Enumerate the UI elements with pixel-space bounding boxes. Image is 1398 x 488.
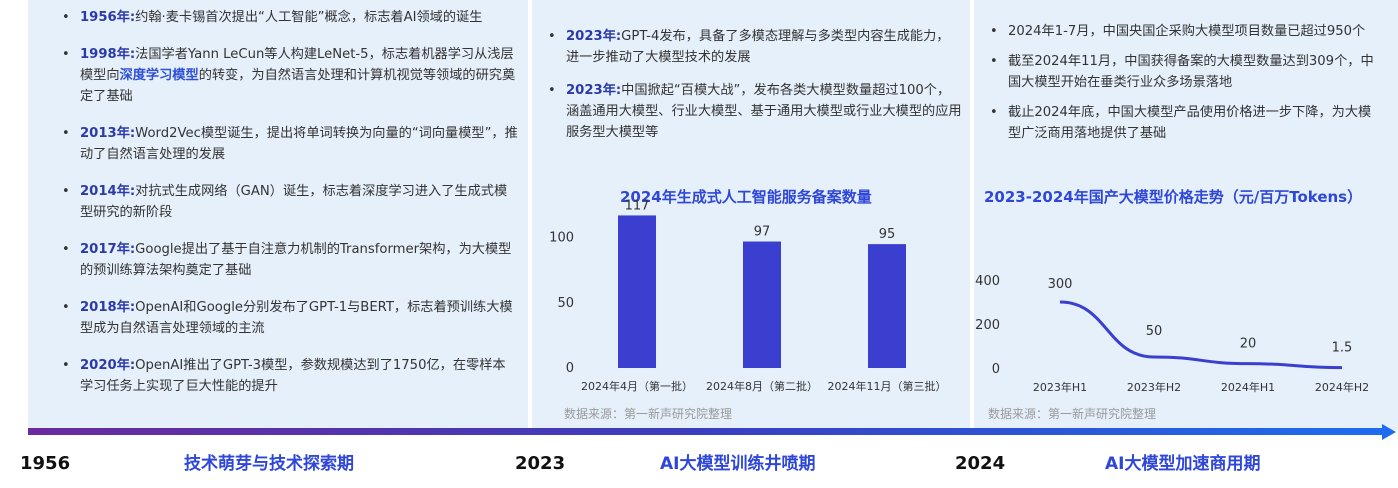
timeline-arrow-icon [1382,424,1396,440]
bar [618,215,656,368]
bar-value-label: 97 [754,225,771,240]
phase-label: 技术萌芽与技术探索期 [184,454,354,474]
list-item: 2017年:Google提出了基于自注意力机制的Transformer架构，为大… [56,239,518,281]
x-tick-label: 2024年8月（第二批） [706,379,818,393]
y-tick-label: 0 [992,362,1000,377]
list-item: 2023年:中国掀起“百模大战”，发布各类大模型数量超过100个，涵盖通用大模型… [542,80,962,143]
bar-value-label: 117 [625,198,650,213]
x-tick-label: 2023年H2 [1127,380,1181,394]
panel-training-boom: 2023年:GPT-4发布，具备了多模态理解与多类型内容生成能力，进一步推动了大… [532,0,970,430]
phase-label: AI大模型加速商用期 [1105,454,1261,474]
list-item: 2023年:GPT-4发布，具备了多模态理解与多类型内容生成能力，进一步推动了大… [542,26,962,68]
y-tick-label: 100 [549,231,574,246]
data-label: 20 [1240,337,1257,352]
timeline-year: 2024 [955,453,1006,474]
milestone-list-2: 2023年:GPT-4发布，具备了多模态理解与多类型内容生成能力，进一步推动了大… [542,26,962,155]
data-label: 300 [1048,277,1073,292]
x-tick-label: 2024年4月（第一批） [581,379,693,393]
data-label: 50 [1146,324,1163,339]
bar-chart-title: 2024年生成式人工智能服务备案数量 [620,188,872,206]
data-source-note: 数据来源：第一新声研究院整理 [988,407,1157,421]
line-chart-title: 2023-2024年国产大模型价格走势（元/百万Tokens） [984,188,1363,206]
list-item: 2024年1-7月，中国央国企采购大模型项目数量已超过950个 [984,21,1384,42]
y-tick-label: 0 [566,361,574,376]
panel-tech-exploration: 1956年:约翰·麦卡锡首次提出“人工智能”概念，标志着AI领域的诞生 1998… [28,0,528,430]
list-item: 1956年:约翰·麦卡锡首次提出“人工智能”概念，标志着AI领域的诞生 [56,7,518,28]
y-tick-label: 50 [557,296,574,311]
list-item: 2014年:对抗式生成网络（GAN）诞生，标志着深度学习进入了生成式模型研究的新… [56,181,518,223]
line-chart: 0 200 400 300 2023年H1 50 2023年H2 20 2024年H1 1.5 20… [975,274,1369,394]
milestone-list-1: 1956年:约翰·麦卡锡首次提出“人工智能”概念，标志着AI领域的诞生 1998… [56,7,518,413]
x-tick-label: 2024年11月（第三批） [828,379,947,393]
list-item: 截至2024年11月，中国获得备案的大模型数量达到309个，中国大模型开始在垂类… [984,51,1384,93]
milestone-list-3: 2024年1-7月，中国央国企采购大模型项目数量已超过950个 截至2024年1… [984,21,1384,153]
list-item: 2020年:OpenAI推出了GPT-3模型，参数规模达到了1750亿，在零样本… [56,355,518,397]
list-item: 2013年:Word2Vec模型诞生，提出将单词转换为向量的“词向量模型”，推动… [56,123,518,165]
y-tick-label: 200 [975,318,1000,333]
x-tick-label: 2024年H1 [1221,380,1275,394]
timeline-bar [28,428,1384,435]
data-label: 1.5 [1332,341,1353,356]
bar-chart: 0 50 100 117 2024年4月（第一批） 97 2024年8月（第二批） 95 202… [549,198,947,393]
phase-label: AI大模型训练井喷期 [660,454,816,474]
list-item: 2018年:OpenAI和Google分别发布了GPT-1与BERT，标志着预训… [56,297,518,339]
bar [743,241,781,368]
highlight-text: 深度学习模型 [119,68,199,83]
panel-commercial: 2024年1-7月，中国央国企采购大模型项目数量已超过950个 截至2024年1… [974,0,1398,430]
y-tick-label: 400 [975,274,1000,289]
list-item: 1998年:法国学者Yann LeCun等人构建LeNet-5，标志着机器学习从… [56,44,518,107]
bar-value-label: 95 [879,227,896,242]
x-tick-label: 2023年H1 [1033,380,1087,394]
series-line [1059,300,1343,370]
x-tick-label: 2024年H2 [1315,380,1369,394]
data-source-note: 数据来源：第一新声研究院整理 [564,407,733,421]
timeline-year: 2023 [515,453,566,474]
bar [868,244,906,368]
list-item: 截止2024年底，中国大模型产品使用价格进一步下降，为大模型广泛商用落地提供了基… [984,102,1384,144]
timeline-year: 1956 [20,453,71,474]
